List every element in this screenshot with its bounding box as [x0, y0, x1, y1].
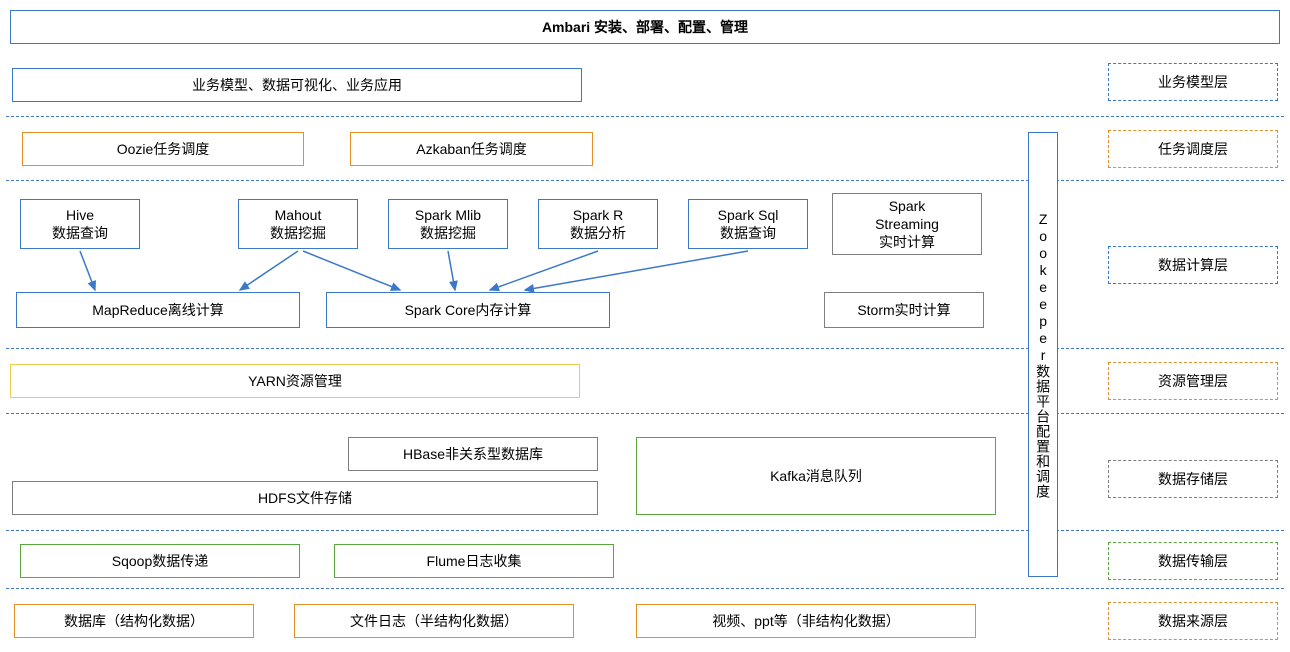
box-biz_model: 业务模型、数据可视化、业务应用 [12, 68, 582, 102]
separator-3 [6, 413, 1284, 414]
arrow-spark_mlib-to-spark_core [448, 251, 455, 290]
box-spark_sql: Spark Sql 数据查询 [688, 199, 808, 249]
box-mahout: Mahout 数据挖掘 [238, 199, 358, 249]
box-hbase: HBase非关系型数据库 [348, 437, 598, 471]
box-sqoop: Sqoop数据传递 [20, 544, 300, 578]
separator-0 [6, 116, 1284, 117]
box-mapreduce: MapReduce离线计算 [16, 292, 300, 328]
separator-1 [6, 180, 1284, 181]
box-spark_core: Spark Core内存计算 [326, 292, 610, 328]
box-spark_r: Spark R 数据分析 [538, 199, 658, 249]
box-layer_calc: 数据计算层 [1108, 246, 1278, 284]
arrow-mahout-to-spark_core [303, 251, 400, 290]
box-hdfs: HDFS文件存储 [12, 481, 598, 515]
arrow-hive-to-mapreduce [80, 251, 95, 290]
box-flume: Flume日志收集 [334, 544, 614, 578]
box-hive: Hive 数据查询 [20, 199, 140, 249]
box-layer_store: 数据存储层 [1108, 460, 1278, 498]
box-yarn: YARN资源管理 [10, 364, 580, 398]
separator-2 [6, 348, 1284, 349]
separator-5 [6, 588, 1284, 589]
box-src_file: 文件日志（半结构化数据） [294, 604, 574, 638]
box-spark_stream: Spark Streaming 实时计算 [832, 193, 982, 255]
arrow-mahout-to-mapreduce [240, 251, 298, 290]
box-title: Ambari 安装、部署、配置、管理 [10, 10, 1280, 44]
box-layer_sched: 任务调度层 [1108, 130, 1278, 168]
box-src_media: 视频、ppt等（非结构化数据） [636, 604, 976, 638]
box-layer_trans: 数据传输层 [1108, 542, 1278, 580]
box-oozie: Oozie任务调度 [22, 132, 304, 166]
box-azkaban: Azkaban任务调度 [350, 132, 593, 166]
box-kafka: Kafka消息队列 [636, 437, 996, 515]
box-layer_src: 数据来源层 [1108, 602, 1278, 640]
box-layer_res: 资源管理层 [1108, 362, 1278, 400]
box-storm: Storm实时计算 [824, 292, 984, 328]
box-src_db: 数据库（结构化数据） [14, 604, 254, 638]
arrow-spark_r-to-spark_core [490, 251, 598, 290]
separator-4 [6, 530, 1284, 531]
box-layer_biz: 业务模型层 [1108, 63, 1278, 101]
box-zookeeper: Zookeeper数据平台配置和调度 [1028, 132, 1058, 577]
box-spark_mlib: Spark Mlib 数据挖掘 [388, 199, 508, 249]
arrow-spark_sql-to-spark_core [525, 251, 748, 290]
